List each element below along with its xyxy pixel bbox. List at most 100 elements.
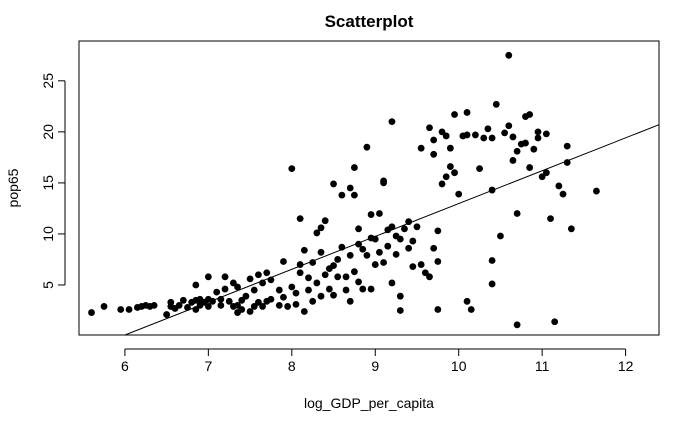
data-point [309, 297, 317, 305]
data-point [317, 224, 325, 232]
x-tick-label: 7 [204, 358, 212, 374]
data-point [350, 268, 358, 276]
y-tick-label: 20 [40, 124, 56, 140]
data-point [555, 182, 563, 190]
data-point [346, 184, 354, 192]
data-point [263, 269, 271, 277]
data-point [405, 244, 413, 252]
data-point [421, 269, 429, 277]
data-point [309, 259, 317, 266]
data-point [442, 173, 450, 181]
data-points [88, 51, 600, 329]
data-point [472, 131, 479, 139]
data-point [488, 186, 496, 194]
data-point [505, 51, 513, 59]
x-axis-label: log_GDP_per_capita [304, 395, 434, 411]
data-point [355, 278, 362, 286]
data-point [413, 223, 421, 231]
data-point [430, 136, 438, 144]
data-point [350, 164, 358, 171]
data-point [501, 129, 509, 137]
data-point [292, 289, 300, 297]
data-point [396, 292, 404, 300]
chart-title: Scatterplot [325, 12, 414, 31]
data-point [217, 295, 225, 303]
data-point [209, 297, 216, 305]
data-point [204, 303, 212, 310]
data-point [488, 134, 496, 142]
data-point [430, 244, 438, 252]
x-tick-label: 8 [288, 358, 296, 374]
data-point [238, 296, 246, 304]
data-point [163, 311, 171, 318]
data-point [384, 242, 392, 250]
data-point [426, 273, 433, 281]
data-point [355, 225, 362, 233]
data-point [359, 245, 367, 253]
data-point [350, 191, 358, 199]
data-point [563, 159, 571, 166]
data-point [538, 173, 546, 181]
y-tick-label: 15 [40, 175, 56, 191]
data-point [100, 303, 108, 310]
data-point [288, 165, 296, 173]
data-point [346, 251, 354, 259]
data-point [255, 271, 262, 279]
data-point [217, 301, 225, 309]
data-point [267, 295, 275, 303]
data-point [396, 307, 404, 314]
data-point [280, 293, 287, 301]
data-point [426, 124, 433, 132]
data-point [204, 273, 212, 281]
data-point [330, 180, 337, 188]
data-point [225, 297, 233, 305]
data-point [484, 125, 492, 133]
data-point [359, 285, 367, 293]
data-point [513, 147, 521, 155]
data-point [434, 306, 442, 313]
data-point [363, 143, 371, 151]
x-axis: 6 7 8 9 10 11 12 [121, 348, 634, 374]
data-point [547, 215, 554, 223]
data-point [593, 187, 600, 195]
data-point [451, 169, 458, 177]
data-point [376, 210, 383, 217]
data-point [509, 133, 517, 141]
data-point [305, 286, 312, 294]
data-point [455, 190, 463, 198]
data-point [313, 229, 321, 237]
data-point [567, 225, 575, 233]
data-point [267, 276, 275, 284]
data-point [534, 134, 542, 142]
data-point [167, 298, 175, 306]
data-point [246, 308, 254, 315]
data-point [338, 243, 346, 251]
data-point [184, 304, 191, 311]
data-point [509, 157, 517, 164]
data-point [192, 281, 200, 289]
data-point [296, 215, 304, 223]
data-point [526, 111, 534, 118]
data-point [526, 164, 534, 171]
data-point [330, 291, 337, 299]
data-point [371, 261, 379, 268]
data-point [513, 321, 521, 329]
data-point [405, 218, 413, 226]
data-point [321, 217, 329, 225]
x-tick-label: 9 [371, 358, 379, 374]
data-point [342, 273, 350, 281]
x-tick-label: 6 [121, 358, 129, 374]
y-axis: 5 10 15 20 25 [40, 73, 66, 289]
data-point [296, 261, 304, 268]
data-point [542, 130, 550, 138]
y-axis-label: pop65 [5, 168, 21, 207]
data-point [280, 258, 287, 265]
data-point [325, 285, 333, 293]
data-point [430, 150, 438, 158]
data-point [367, 211, 375, 218]
data-point [284, 303, 292, 310]
data-point [451, 111, 458, 118]
data-point [409, 263, 417, 271]
data-point [513, 210, 521, 217]
data-point [522, 139, 529, 147]
